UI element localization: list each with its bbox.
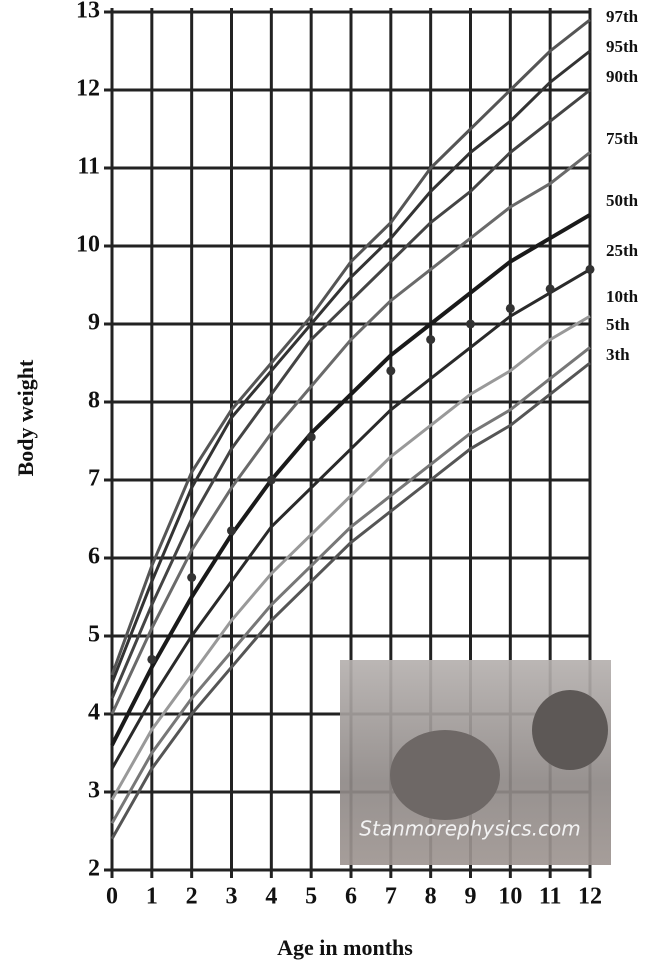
y-tick-label: 13 [76, 0, 100, 24]
x-tick-label: 8 [425, 884, 437, 910]
watermark-text: Stanmorephysics.com [359, 817, 580, 841]
measurement-point [187, 573, 196, 582]
measurement-point [586, 265, 595, 274]
x-tick-label: 5 [305, 884, 317, 910]
y-tick-label: 10 [76, 232, 100, 258]
x-tick-label: 0 [106, 884, 118, 910]
measurement-point [466, 320, 475, 329]
curve-label: 97th [606, 7, 639, 26]
measurement-point [386, 366, 395, 375]
curve-label: 95th [606, 37, 639, 56]
y-tick-label: 6 [88, 544, 100, 570]
chart: Stanmorephysics.com Age in months Body w… [0, 0, 650, 971]
curve-label: 75th [606, 129, 639, 148]
x-tick-label: 3 [226, 884, 238, 910]
x-tick-label: 1 [146, 884, 158, 910]
measurement-point [506, 304, 515, 313]
watermark-pot [532, 690, 608, 770]
y-tick-label: 12 [76, 76, 100, 102]
y-tick-label: 5 [88, 622, 100, 648]
measurement-point [147, 655, 156, 664]
y-axis-label: Body weight [13, 359, 38, 476]
y-tick-label: 4 [88, 700, 100, 726]
y-tick-label: 8 [88, 388, 100, 414]
measurement-point [307, 433, 316, 442]
page: Stanmorephysics.com Age in months Body w… [0, 0, 650, 976]
curve-label: 5th [606, 315, 630, 334]
y-tick-label: 2 [88, 856, 100, 882]
curve-label: 50th [606, 191, 639, 210]
watermark-pot [390, 730, 500, 820]
x-tick-label: 7 [385, 884, 397, 910]
x-tick-label: 11 [539, 884, 562, 910]
x-tick-label: 2 [186, 884, 198, 910]
y-tick-label: 7 [88, 466, 100, 492]
curve-label: 3th [606, 345, 630, 364]
x-tick-label: 12 [578, 884, 602, 910]
curve-label: 10th [606, 287, 639, 306]
x-tick-label: 4 [265, 884, 277, 910]
measurement-point [227, 526, 236, 535]
x-tick-label: 10 [498, 884, 522, 910]
measurement-point [267, 476, 276, 485]
x-axis-label: Age in months [277, 935, 413, 960]
y-tick-label: 3 [88, 778, 100, 804]
x-tick-label: 9 [465, 884, 477, 910]
x-tick-label: 6 [345, 884, 357, 910]
y-tick-label: 9 [88, 310, 100, 336]
curve-label: 25th [606, 241, 639, 260]
measurement-point [426, 335, 435, 344]
curve-label: 90th [606, 67, 639, 86]
y-tick-label: 11 [77, 154, 100, 180]
measurement-point [546, 284, 555, 293]
